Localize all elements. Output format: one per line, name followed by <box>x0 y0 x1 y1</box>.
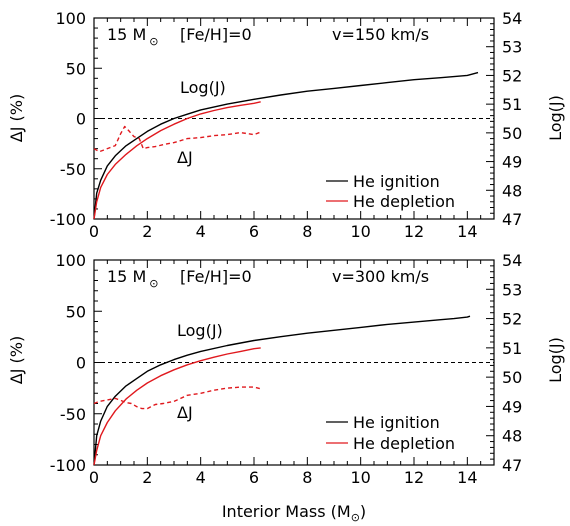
y-right-tick-label: 47 <box>502 456 522 475</box>
y-tick-label: -100 <box>50 210 86 229</box>
series-line <box>93 347 261 466</box>
panel-top-ticks: 0 2 4 6 8 10 12 14 -100 -50 0 50 100 47 48 49 50 51 52 53 54 <box>50 9 523 241</box>
panel-top-ylabel-left: ΔJ (%) <box>7 94 26 142</box>
y-right-tick-label: 54 <box>502 251 522 270</box>
panel-bottom-curves <box>93 315 471 466</box>
y-tick-label: -50 <box>60 405 86 424</box>
x-tick-label: 6 <box>249 468 259 487</box>
panel-bottom-ylabel-right: Log(J) <box>546 337 565 383</box>
y-tick-label: 0 <box>76 110 86 129</box>
y-tick-label: 50 <box>66 59 86 78</box>
panel-bottom-dj-curve-label: ΔJ <box>177 403 193 422</box>
panel-top-dj-curve-label: ΔJ <box>177 148 193 167</box>
y-tick-label: 100 <box>55 9 86 28</box>
panel-top: 0 2 4 6 8 10 12 14 -100 -50 0 50 100 47 48 49 50 51 52 53 54… <box>7 9 565 241</box>
series-line <box>93 315 471 466</box>
y-right-tick-label: 54 <box>502 9 522 28</box>
x-tick-label: 6 <box>249 222 259 241</box>
x-tick-label: 14 <box>457 468 477 487</box>
legend-label-he-depletion: He depletion <box>353 192 455 211</box>
panel-bottom: 0 2 4 6 8 10 12 14 -100 -50 0 50 100 47 48 49 50 51 52 53 54… <box>7 251 565 524</box>
y-right-tick-label: 49 <box>502 153 522 172</box>
y-right-tick-label: 51 <box>502 339 522 358</box>
sun-symbol: ⊙ <box>149 35 158 48</box>
y-right-tick-label: 50 <box>502 124 522 143</box>
panel-bottom-velocity-label: v=300 km/s <box>332 267 429 286</box>
legend-label-he-depletion: He depletion <box>353 434 455 453</box>
y-right-tick-label: 53 <box>502 280 522 299</box>
y-right-tick-label: 48 <box>502 181 522 200</box>
sun-symbol: ⊙ <box>149 277 158 290</box>
x-tick-label: 8 <box>302 222 312 241</box>
y-tick-label: 100 <box>55 251 86 270</box>
y-right-tick-label: 52 <box>502 66 522 85</box>
panel-bottom-ylabel-left: ΔJ (%) <box>7 336 26 384</box>
series-line <box>93 386 263 410</box>
y-right-tick-label: 51 <box>502 95 522 114</box>
legend-label-he-ignition: He ignition <box>353 413 440 432</box>
x-tick-label: 4 <box>196 468 206 487</box>
x-tick-label: 10 <box>350 468 370 487</box>
legend-label-he-ignition: He ignition <box>353 172 440 191</box>
panel-bottom-model-label: 15 M ⊙ <box>107 267 158 290</box>
series-line <box>93 71 479 220</box>
panel-top-velocity-label: v=150 km/s <box>332 25 429 44</box>
sun-symbol: ⊙ <box>351 511 360 524</box>
x-tick-label: 0 <box>89 222 99 241</box>
y-right-tick-label: 50 <box>502 368 522 387</box>
x-tick-label: 0 <box>89 468 99 487</box>
x-tick-label: 10 <box>350 222 370 241</box>
y-right-tick-label: 52 <box>502 310 522 329</box>
panel-top-logj-curve-label: Log(J) <box>180 78 226 97</box>
panel-bottom-metallicity-label: [Fe/H]=0 <box>180 267 252 286</box>
y-right-tick-label: 53 <box>502 38 522 57</box>
panel-bottom-ticks: 0 2 4 6 8 10 12 14 -100 -50 0 50 100 47 48 49 50 51 52 53 54 <box>50 251 523 487</box>
x-tick-label: 2 <box>142 222 152 241</box>
panel-top-ylabel-right: Log(J) <box>546 95 565 141</box>
y-right-tick-label: 49 <box>502 397 522 416</box>
y-tick-label: -100 <box>50 456 86 475</box>
series-line <box>93 101 261 220</box>
panel-bottom-logj-curve-label: Log(J) <box>177 321 223 340</box>
x-axis-label: Interior Mass (M⊙) <box>222 502 366 524</box>
x-tick-label: 14 <box>457 222 477 241</box>
panel-top-model-label: 15 M ⊙ <box>107 25 158 48</box>
y-tick-label: 50 <box>66 302 86 321</box>
y-right-tick-label: 47 <box>502 210 522 229</box>
y-right-tick-label: 48 <box>502 427 522 446</box>
panel-top-metallicity-label: [Fe/H]=0 <box>180 25 252 44</box>
panel-top-curves <box>93 71 479 220</box>
x-tick-label: 2 <box>142 468 152 487</box>
y-tick-label: 0 <box>76 354 86 373</box>
x-tick-label: 12 <box>404 468 424 487</box>
x-tick-label: 8 <box>302 468 312 487</box>
x-tick-label: 4 <box>196 222 206 241</box>
y-tick-label: -50 <box>60 160 86 179</box>
x-tick-label: 12 <box>404 222 424 241</box>
